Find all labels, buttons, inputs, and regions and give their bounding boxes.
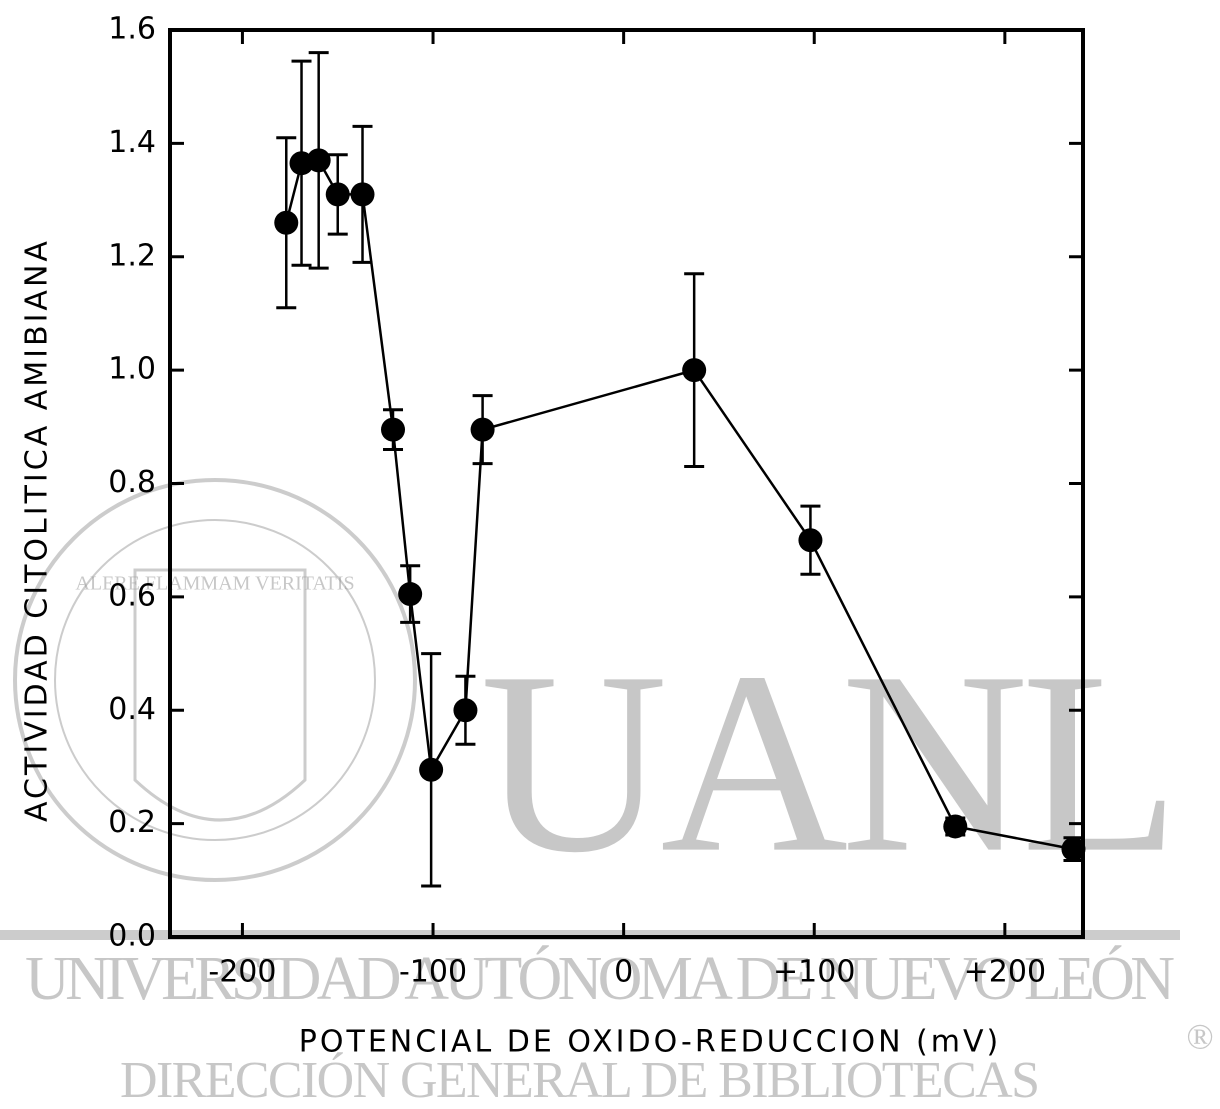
watermark: ALERE FLAMMAM VERITATIS UANL UNIVERSIDAD… <box>0 478 1214 1109</box>
x-tick-label: +100 <box>773 955 855 990</box>
y-tick-label: 0.6 <box>108 578 156 613</box>
y-tick-label: 1.0 <box>108 352 156 387</box>
data-point <box>943 814 968 839</box>
y-tick-label: 1.2 <box>108 238 156 273</box>
data-point <box>306 148 331 173</box>
x-tick-label: -100 <box>399 955 467 990</box>
data-point <box>274 210 299 235</box>
department: DIRECCIÓN GENERAL DE BIBLIOTECAS <box>120 1051 1040 1109</box>
x-tick-label: -200 <box>208 955 276 990</box>
registered-mark: ® <box>1186 1016 1213 1056</box>
x-tick-label: +200 <box>964 955 1046 990</box>
data-point <box>325 182 350 207</box>
data-point <box>470 417 495 442</box>
y-tick-label: 0.2 <box>108 805 156 840</box>
data-point <box>453 698 478 723</box>
x-axis-label: POTENCIAL DE OXIDO-REDUCCION (mV) <box>299 1025 1001 1060</box>
y-tick-label: 1.4 <box>108 125 156 160</box>
data-point <box>798 528 823 553</box>
logo: UANL <box>480 619 1180 907</box>
data-point <box>1061 837 1086 862</box>
y-tick-label: 0.4 <box>108 692 156 727</box>
y-axis-label: ACTIVIDAD CITOLITICA AMIBIANA <box>20 238 55 822</box>
seal-ring <box>54 519 376 841</box>
data-point <box>682 358 707 383</box>
data-point <box>419 757 444 782</box>
university: UNIVERSIDAD AUTÓNOMA DE NUEVO LEÓN <box>25 945 1175 1013</box>
y-tick-label: 0.8 <box>108 465 156 500</box>
seal-shield <box>133 568 307 822</box>
y-tick-label: 0.0 <box>108 919 156 954</box>
x-tick-label: 0 <box>614 955 633 990</box>
y-tick-label: 1.6 <box>108 12 156 47</box>
data-point <box>381 417 406 442</box>
data-point <box>398 582 423 607</box>
seal-motto: ALERE FLAMMAM VERITATIS <box>75 573 354 595</box>
seal-ring <box>13 478 417 882</box>
data-point <box>350 182 375 207</box>
